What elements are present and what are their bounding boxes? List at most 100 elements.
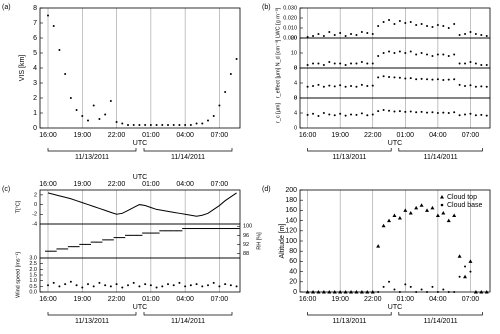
dot-marker xyxy=(115,283,118,286)
date-label: 11/14/2011 xyxy=(424,154,458,161)
x-axis-label: UTC xyxy=(388,140,402,147)
dot-marker xyxy=(229,284,232,287)
date-label: 11/13/2011 xyxy=(332,318,366,325)
dot-marker xyxy=(195,283,198,286)
dot-marker xyxy=(431,26,434,28)
dot-marker xyxy=(442,111,445,114)
x-tick-label: 01:00 xyxy=(142,296,160,303)
x-tick-label: 01:00 xyxy=(397,296,415,303)
dot-marker xyxy=(480,64,483,66)
dot-marker xyxy=(371,113,374,116)
y-tick-label: 60 xyxy=(289,258,297,265)
dot-marker xyxy=(393,52,396,54)
date-label: 11/13/2011 xyxy=(332,154,366,161)
dot-marker xyxy=(306,291,309,293)
dot-marker xyxy=(393,23,396,25)
dot-marker xyxy=(52,281,55,284)
y-tick-label: 1.5 xyxy=(29,272,37,278)
dot-marker xyxy=(485,114,488,117)
dot-marker xyxy=(420,52,423,54)
dot-marker xyxy=(366,291,369,293)
date-bracket xyxy=(307,148,392,152)
cloud-top-marker xyxy=(392,213,397,217)
dot-marker xyxy=(420,110,423,113)
dot-marker xyxy=(172,284,175,287)
dot-marker xyxy=(366,62,369,65)
dot-marker xyxy=(75,284,78,287)
x-tick-label: 22:00 xyxy=(364,132,382,139)
x-axis-label: UTC xyxy=(133,140,147,147)
dot-marker xyxy=(312,85,315,87)
dot-marker xyxy=(306,64,309,66)
dot-marker xyxy=(464,265,467,268)
dot-marker xyxy=(398,20,401,22)
dot-marker xyxy=(317,62,320,65)
dot-marker xyxy=(409,77,412,80)
dot-marker xyxy=(212,115,215,117)
date-bracket xyxy=(398,312,483,316)
dot-marker xyxy=(333,62,336,65)
dot-marker xyxy=(426,53,429,56)
x-tick-label: 01:00 xyxy=(397,132,415,139)
dot-marker xyxy=(420,23,423,25)
dot-marker xyxy=(344,114,347,117)
y-tick-label: 0.5 xyxy=(29,284,37,290)
dot-marker xyxy=(339,62,342,65)
dot-marker xyxy=(312,35,315,37)
y-tick-label: 20 xyxy=(291,35,297,41)
dot-marker xyxy=(98,118,101,120)
x-tick-label: 16:00 xyxy=(299,132,317,139)
dot-marker xyxy=(458,34,461,36)
dot-marker xyxy=(172,124,175,126)
x-tick-label-top: 07:00 xyxy=(211,181,229,188)
y-tick-label: 2 xyxy=(33,95,37,102)
dot-marker xyxy=(64,283,67,286)
y-axis-label: LWC [g m⁻³] xyxy=(275,7,281,38)
dot-marker xyxy=(189,284,192,287)
x-tick-label-top: 16:00 xyxy=(39,181,57,188)
dot-marker xyxy=(469,31,472,33)
dot-marker xyxy=(132,281,135,284)
dot-marker xyxy=(98,281,101,284)
dot-marker xyxy=(415,24,418,26)
dot-marker xyxy=(322,85,325,88)
dot-marker xyxy=(393,110,396,113)
dot-marker xyxy=(167,283,169,286)
dot-marker xyxy=(149,284,152,287)
dot-marker xyxy=(317,291,320,293)
dot-marker xyxy=(322,112,325,114)
dot-marker xyxy=(398,291,401,293)
dot-marker xyxy=(344,35,347,37)
y-tick-label: 0 xyxy=(294,125,297,131)
dot-marker xyxy=(149,124,152,126)
date-bracket xyxy=(398,148,483,152)
y-tick-label: 8 xyxy=(33,5,37,12)
y-tick-label: 0.010 xyxy=(283,25,297,31)
dot-marker xyxy=(195,122,198,125)
dot-marker xyxy=(161,285,164,288)
dot-marker xyxy=(377,291,380,293)
dot-marker xyxy=(474,85,477,88)
dot-marker xyxy=(224,283,227,286)
y-tick-label: 100 xyxy=(243,224,252,230)
y-tick-label: 10 xyxy=(291,50,297,56)
subplot-frame xyxy=(39,189,241,225)
dot-marker xyxy=(360,112,363,115)
cloud-top-marker xyxy=(457,254,462,258)
legend-label: Cloud base xyxy=(447,202,483,209)
dot-marker xyxy=(161,124,164,126)
dot-marker xyxy=(415,291,418,293)
dot-marker xyxy=(109,285,112,288)
dot-marker xyxy=(485,291,488,293)
dot-marker xyxy=(92,285,95,288)
dot-marker xyxy=(81,115,84,117)
dot-marker xyxy=(388,280,391,283)
dot-marker xyxy=(115,121,118,123)
dot-marker xyxy=(453,53,456,56)
y-tick-label: 0.000 xyxy=(283,35,297,41)
dot-marker xyxy=(138,285,141,288)
y-tick-label: -2 xyxy=(32,212,37,218)
y-tick-label: 80 xyxy=(289,248,297,255)
dot-marker xyxy=(339,291,342,293)
dot-marker xyxy=(184,285,187,288)
